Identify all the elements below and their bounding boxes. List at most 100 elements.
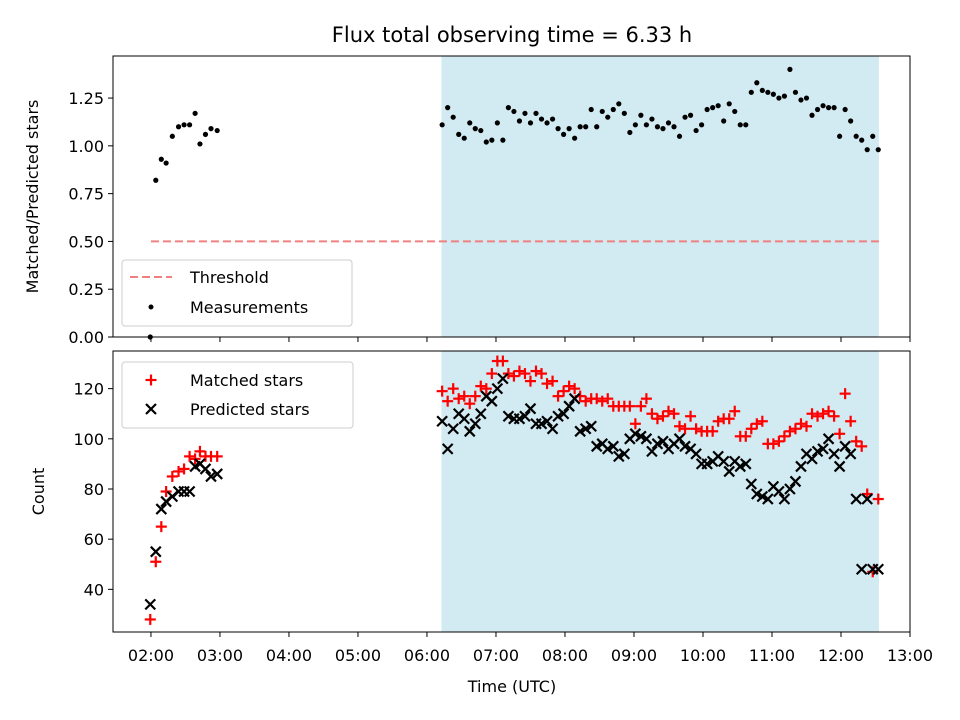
matched-star-point: [784, 425, 796, 437]
xtick-label-8: 10:00: [680, 646, 726, 665]
matched-star-point: [502, 368, 514, 380]
matched-star-point: [453, 393, 465, 405]
measurement-point: [726, 101, 732, 107]
measurement-point: [467, 120, 473, 126]
measurement-point: [665, 120, 672, 126]
matched-star-point: [497, 355, 509, 367]
measurement-point: [660, 126, 666, 132]
measurement-point: [732, 108, 738, 115]
predicted-star-point: [497, 372, 509, 385]
measurement-point: [478, 127, 484, 134]
predicted-star-point: [778, 493, 791, 505]
measurement-point: [533, 110, 539, 116]
measurement-point: [875, 147, 881, 153]
predicted-star-point: [806, 453, 818, 465]
predicted-star-point: [618, 448, 631, 460]
matched-star-point: [767, 438, 779, 450]
predicted-star-point: [717, 455, 730, 468]
matched-star-point: [872, 493, 884, 505]
top-panel: 0.00 0.25 0.50 0.75 1.00 1.25 Matched/Predict…: [23, 55, 911, 347]
predicted-star-point: [557, 407, 570, 420]
matched-star-point: [458, 390, 470, 402]
predicted-star-point: [861, 493, 873, 505]
bottom-observing-span: [441, 351, 879, 632]
matched-star-point: [817, 408, 829, 420]
measurement-point: [214, 127, 220, 134]
predicted-star-point: [646, 445, 658, 458]
measurement-point: [798, 97, 804, 103]
measurement-point: [710, 105, 716, 111]
predicted-star-point: [585, 420, 597, 433]
matched-star-point: [447, 383, 459, 395]
predicted-star-point: [784, 483, 796, 495]
matched-star-point: [662, 405, 674, 417]
measurement-point: [704, 106, 710, 113]
bottom-ytick-label-4: 120: [73, 380, 104, 399]
predicted-star-point: [155, 503, 168, 515]
measurement-point: [803, 95, 810, 101]
measurement-point: [522, 110, 528, 116]
predicted-star-point: [447, 422, 459, 435]
measurement-point: [494, 120, 500, 126]
matched-star-point: [657, 410, 669, 422]
bottom-legend: Matched stars Predicted stars: [121, 361, 354, 429]
matched-star-point: [160, 486, 172, 497]
measurement-point: [538, 116, 545, 122]
measurement-point: [461, 135, 467, 141]
measurement-point: [450, 114, 456, 120]
matched-star-point: [475, 380, 487, 392]
measurement-point: [770, 91, 776, 97]
predicted-star-point: [568, 392, 581, 405]
measurement-point: [638, 112, 644, 118]
xtick-label-11: 13:00: [887, 646, 933, 665]
matched-star-point: [486, 368, 498, 380]
measurement-point: [516, 118, 523, 124]
measurement-point: [544, 120, 550, 126]
matched-star-point: [828, 410, 840, 422]
top-axes-frame: [112, 55, 911, 338]
measurement-point: [572, 135, 578, 141]
matched-star-point: [173, 465, 185, 477]
measurement-point: [560, 131, 567, 137]
predicted-star-point: [211, 468, 223, 480]
predicted-star-point: [541, 415, 553, 428]
measurement-point: [621, 110, 627, 116]
measurement-point: [594, 124, 600, 130]
matched-star-point: [635, 400, 647, 412]
predicted-star-point: [469, 417, 482, 430]
xtick-label-1: 03:00: [197, 646, 243, 665]
measurement-point: [825, 105, 832, 111]
predicted-star-point: [563, 400, 575, 412]
measurement-point: [605, 114, 611, 120]
measurement-point: [787, 66, 793, 72]
matched-star-point: [519, 368, 531, 380]
matched-star-point: [674, 420, 686, 432]
xtick-label-10: 12:00: [818, 646, 864, 665]
matched-star-point: [591, 393, 603, 405]
matched-star-point: [856, 440, 868, 452]
matched-star-point: [464, 398, 476, 410]
matched-star-point: [480, 383, 492, 395]
predicted-star-point: [789, 475, 802, 488]
matched-star-point: [436, 385, 448, 397]
matched-star-point: [806, 408, 818, 420]
xtick-label-4: 06:00: [404, 646, 450, 665]
matched-star-point: [839, 388, 851, 400]
measurement-point: [186, 122, 193, 128]
bottom-ytick-label-2: 80: [84, 480, 104, 499]
matched-star-point: [690, 423, 702, 435]
legend-matched-label: Matched stars: [190, 371, 303, 390]
legend-measurements-label: Measurements: [190, 298, 308, 317]
predicted-star-point: [205, 470, 217, 483]
predicted-star-point: [657, 435, 669, 448]
predicted-star-point: [739, 458, 752, 470]
measurement-point: [676, 133, 683, 139]
measurement-point: [511, 108, 517, 115]
matched-star-point: [602, 393, 614, 405]
measurement-point: [445, 105, 451, 111]
measurement-point: [549, 116, 556, 122]
matched-star-point: [508, 370, 520, 382]
matched-star-point: [745, 423, 757, 435]
top-ytick-label-1: 0.25: [68, 280, 104, 299]
bottom-axes-frame: [112, 350, 911, 633]
